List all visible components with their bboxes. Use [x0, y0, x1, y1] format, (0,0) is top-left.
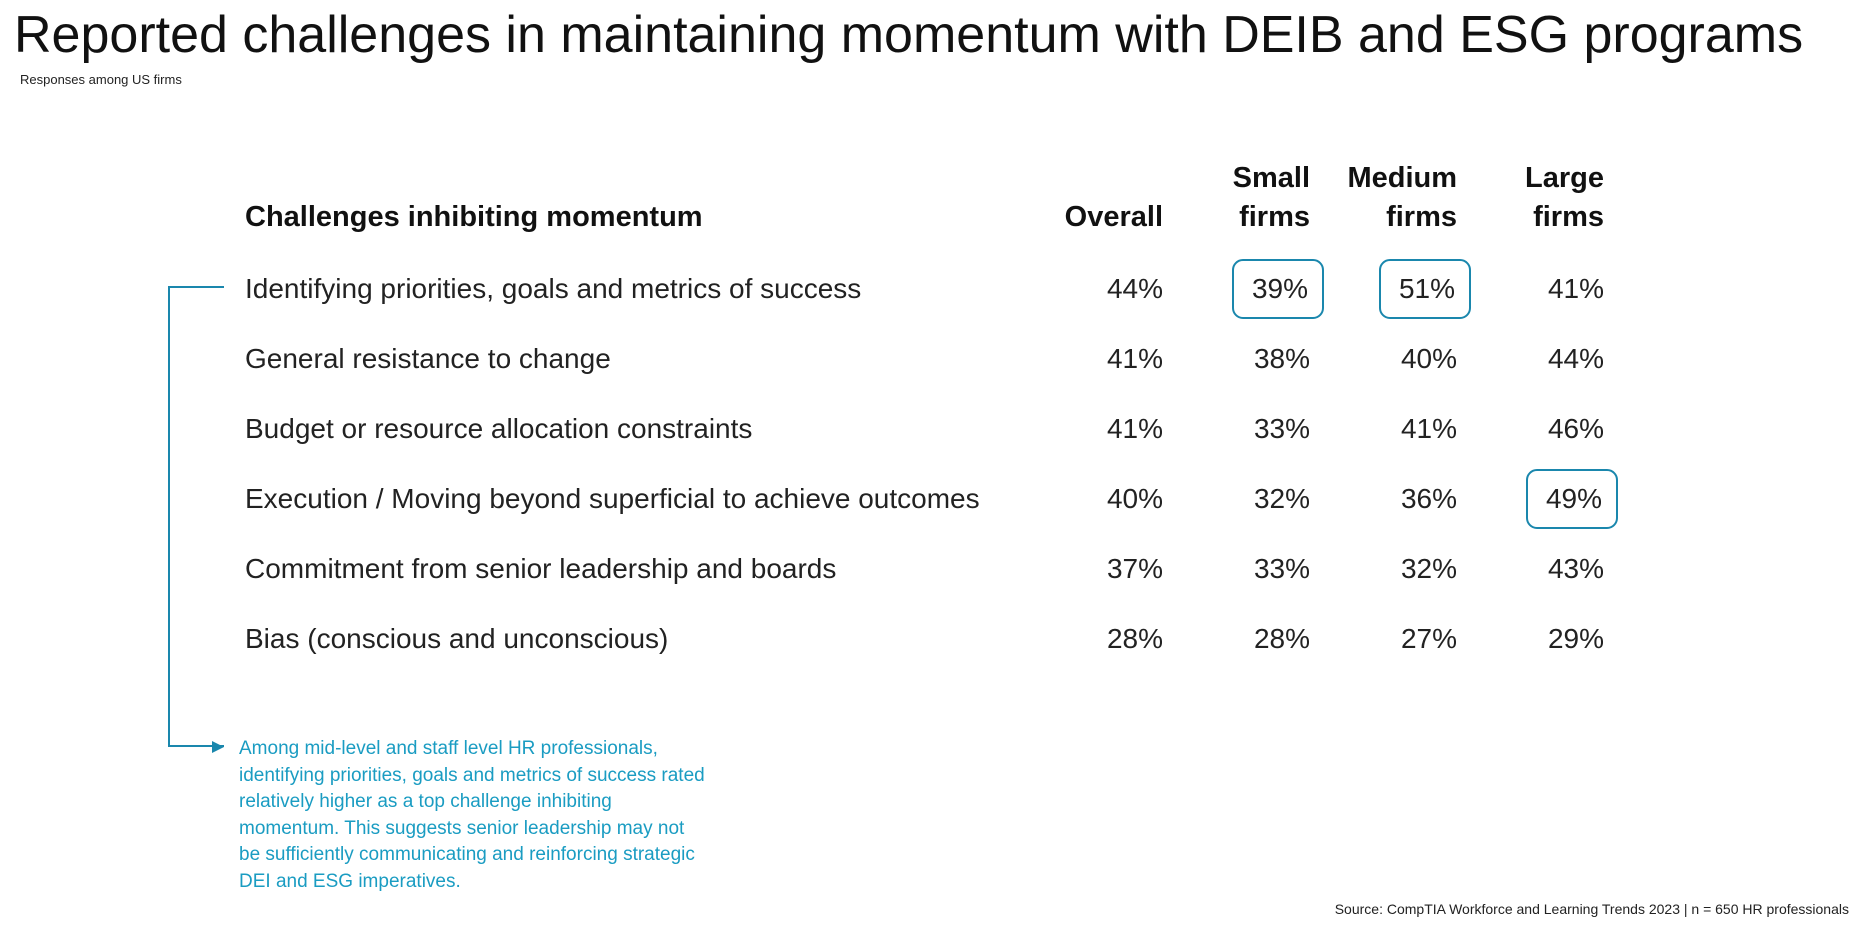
header-challenges-label: Challenges inhibiting momentum: [245, 201, 703, 233]
value-overall: 37%: [1106, 553, 1163, 584]
value-medium: 40%: [1400, 343, 1457, 374]
callout-note: Among mid-level and staff level HR profe…: [239, 738, 705, 892]
value-small: 38%: [1253, 343, 1310, 374]
value-small: 32%: [1253, 483, 1310, 514]
row-label: Budget or resource allocation constraint…: [245, 413, 753, 444]
highlighted-value-small: 39%: [1232, 259, 1324, 319]
callout-arrow-icon: [212, 741, 224, 753]
value-large: 41%: [1547, 273, 1604, 304]
value-large: 44%: [1547, 343, 1604, 374]
row-label: General resistance to change: [245, 343, 611, 374]
header-medium-line2: firms: [1386, 201, 1457, 233]
header-overall-line2: Overall: [1064, 201, 1163, 233]
value-medium: 36%: [1400, 483, 1457, 514]
value-medium: 27%: [1400, 623, 1457, 654]
value-overall: 41%: [1106, 413, 1163, 444]
value-small: 28%: [1253, 623, 1310, 654]
value-overall: 40%: [1106, 483, 1163, 514]
header-large: Large firms: [1404, 159, 1604, 237]
value-medium: 32%: [1400, 553, 1457, 584]
page-subtitle: Responses among US firms: [20, 72, 182, 87]
page-title: Reported challenges in maintaining momen…: [14, 6, 1804, 64]
header-small-line2: firms: [1239, 201, 1310, 233]
row-label: Bias (conscious and unconscious): [245, 623, 669, 654]
value-large: 43%: [1547, 553, 1604, 584]
header-large-line1: Large: [1525, 162, 1604, 194]
highlighted-value-large: 49%: [1526, 469, 1618, 529]
row-label: Identifying priorities, goals and metric…: [245, 273, 862, 304]
value-medium: 41%: [1400, 413, 1457, 444]
header-medium: Medium firms: [1257, 159, 1457, 237]
value-small: 33%: [1253, 553, 1310, 584]
header-challenges: Challenges inhibiting momentum: [245, 198, 703, 237]
value-large: 29%: [1547, 623, 1604, 654]
header-medium-line1: Medium: [1347, 162, 1457, 194]
source-footnote: Source: CompTIA Workforce and Learning T…: [1334, 901, 1849, 917]
header-small: Small firms: [1110, 159, 1310, 237]
row-label: Commitment from senior leadership and bo…: [245, 553, 837, 584]
value-small: 33%: [1253, 413, 1310, 444]
callout-bracket: [168, 286, 224, 747]
header-overall: Overall: [963, 159, 1163, 237]
header-small-line1: Small: [1232, 162, 1310, 194]
value-large: 46%: [1547, 413, 1604, 444]
value-overall: 44%: [1106, 273, 1163, 304]
value-overall: 41%: [1106, 343, 1163, 374]
value-overall: 28%: [1106, 623, 1163, 654]
header-large-line2: firms: [1533, 201, 1604, 233]
row-label: Execution / Moving beyond superficial to…: [245, 483, 980, 514]
highlighted-value-medium: 51%: [1379, 259, 1471, 319]
